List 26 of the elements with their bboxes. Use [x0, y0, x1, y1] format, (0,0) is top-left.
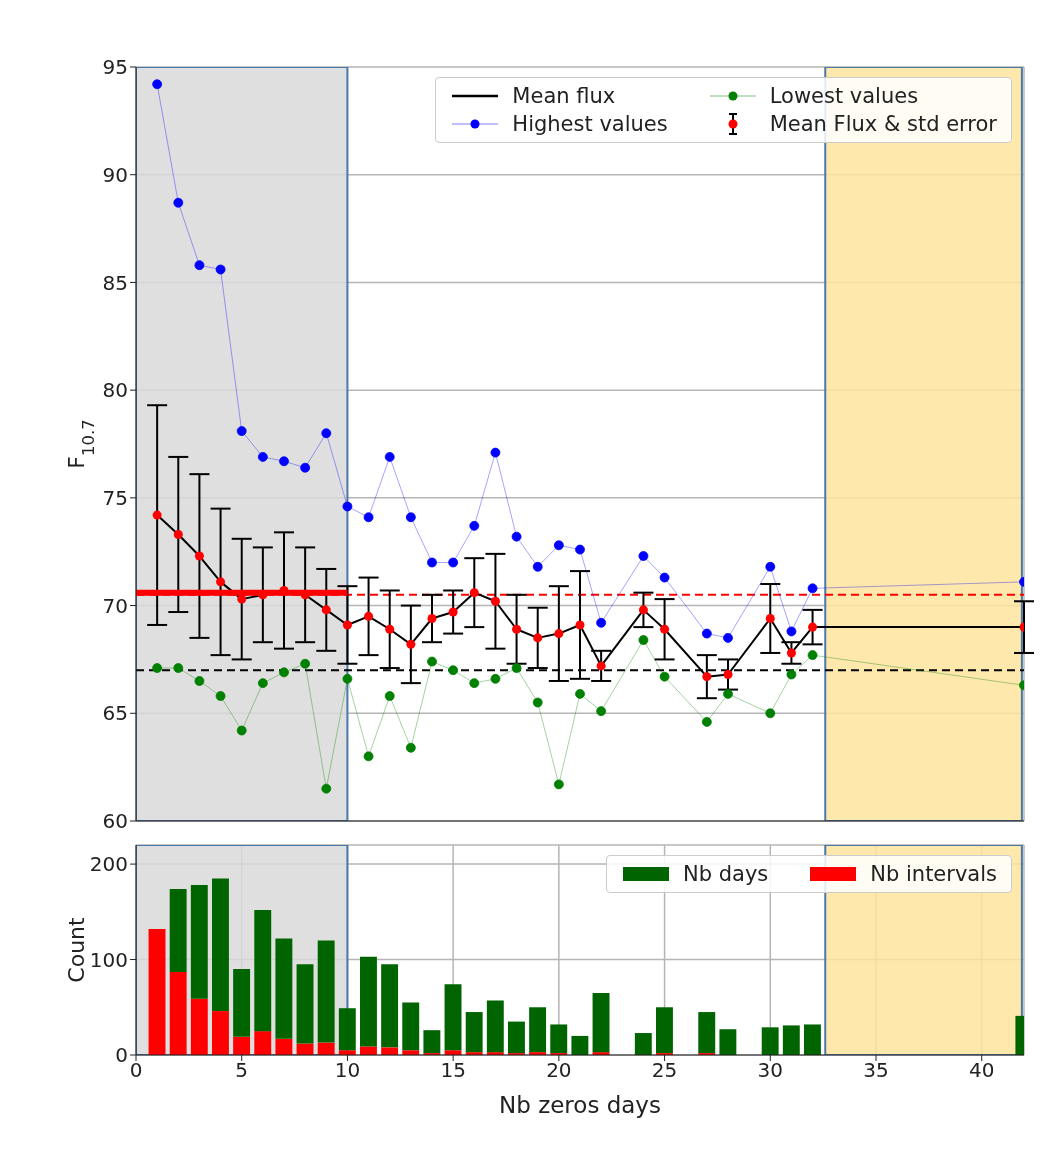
- legend-label: Nb days: [682, 862, 769, 886]
- x-tick-label: 5: [235, 1058, 249, 1083]
- x-tick-label: 40: [968, 1058, 995, 1083]
- x-tick-label: 35: [863, 1058, 889, 1083]
- x-axis-title: Nb zeros days: [499, 1092, 661, 1118]
- legend-label: Lowest values: [769, 84, 919, 108]
- y-tick-label: 95: [102, 55, 128, 80]
- y-tick-label: 80: [102, 378, 128, 403]
- legend-label: Mean flux: [512, 84, 616, 108]
- x-tick-label: 25: [651, 1058, 678, 1083]
- legend-label: Nb intervals: [870, 862, 997, 886]
- y-tick-label: 100: [89, 947, 128, 972]
- y-tick-label: 75: [102, 485, 128, 510]
- y-tick-label: 85: [102, 270, 128, 295]
- y-tick-label: 70: [102, 593, 128, 618]
- y-tick-label: 65: [102, 701, 128, 726]
- legend-label: Mean Flux & std error: [769, 112, 997, 136]
- x-tick-label: 10: [334, 1058, 361, 1083]
- y-tick-label: 90: [102, 162, 128, 187]
- legend-label: Highest values: [512, 112, 668, 136]
- y-axis-title: Count: [64, 916, 89, 983]
- x-tick-label: 15: [440, 1058, 466, 1083]
- x-tick-label: 30: [757, 1058, 784, 1083]
- y-tick-label: 60: [102, 809, 128, 834]
- x-tick-label: 20: [546, 1058, 572, 1083]
- y-tick-label: 200: [89, 852, 128, 877]
